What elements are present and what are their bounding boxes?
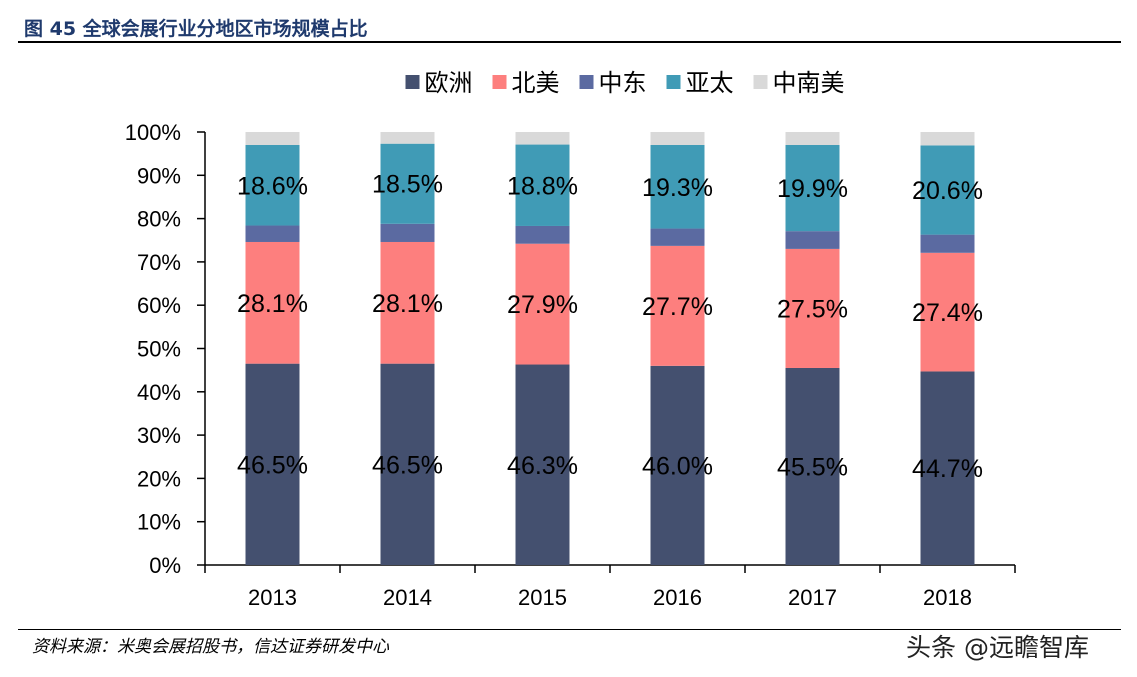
bar-segment xyxy=(785,367,840,565)
data-label: 28.1% xyxy=(237,290,308,318)
y-tick-label: 40% xyxy=(137,380,181,405)
data-label: 44.7% xyxy=(912,455,983,483)
x-tick-label: 2015 xyxy=(518,585,567,610)
bar-segment xyxy=(380,241,435,364)
source-rule xyxy=(18,629,1121,630)
y-tick-label: 0% xyxy=(149,553,181,578)
legend-swatch xyxy=(753,75,768,89)
data-label: 27.7% xyxy=(642,293,713,321)
legend-swatch xyxy=(666,75,681,89)
bar-segment xyxy=(920,234,975,253)
bar-segment xyxy=(650,365,705,565)
data-label: 27.4% xyxy=(912,299,983,327)
chart-data-labels: 46.5% 28.1% 18.6% 46.5% 28.1% 18.5% 46.3% 27.9%… xyxy=(237,171,983,483)
data-label: 46.5% xyxy=(372,451,443,479)
bar-segment xyxy=(515,243,570,365)
chart-legend: 欧洲 北美 中东 亚太 中南美 xyxy=(405,69,845,97)
bar-segment xyxy=(515,144,570,226)
data-label: 19.9% xyxy=(777,175,848,203)
bar-segment xyxy=(920,252,975,372)
data-label: 18.6% xyxy=(237,172,308,200)
bar-segment xyxy=(380,132,435,144)
chart-axes: 0% 10% 20% 30% 40% 50% 60% 70% 80% 90% 100% 2013 201… xyxy=(125,120,1016,610)
data-label: 28.1% xyxy=(372,290,443,318)
bar-segment xyxy=(245,363,300,565)
bar-segment xyxy=(920,132,975,146)
x-tick-label: 2014 xyxy=(383,585,432,610)
legend-label: 中东 xyxy=(599,69,647,97)
data-label: 46.5% xyxy=(237,451,308,479)
bar-segment xyxy=(380,223,435,242)
legend-label: 欧洲 xyxy=(425,69,473,97)
data-label: 18.5% xyxy=(372,171,443,199)
bar-segment xyxy=(515,225,570,244)
x-tick-label: 2017 xyxy=(788,585,837,610)
bar-segment xyxy=(515,132,570,145)
y-tick-label: 90% xyxy=(137,163,181,188)
data-label: 46.3% xyxy=(507,452,578,480)
bar-segment xyxy=(245,144,300,226)
x-tick-label: 2016 xyxy=(653,585,702,610)
y-tick-label: 50% xyxy=(137,337,181,362)
x-tick-label: 2018 xyxy=(923,585,972,610)
data-label: 46.0% xyxy=(642,452,713,480)
y-tick-label: 30% xyxy=(137,423,181,448)
data-label: 20.6% xyxy=(912,177,983,205)
bar-segment xyxy=(515,364,570,565)
legend-label: 亚太 xyxy=(686,69,734,97)
bar-segment xyxy=(785,144,840,232)
data-label: 45.5% xyxy=(777,453,848,481)
bar-segment xyxy=(380,143,435,224)
bar-segment xyxy=(920,371,975,565)
data-label: 18.8% xyxy=(507,172,578,200)
x-tick-label: 2013 xyxy=(248,585,297,610)
bar-segment xyxy=(245,241,300,364)
legend-swatch xyxy=(405,75,420,89)
bar-segment xyxy=(650,228,705,246)
y-tick-label: 20% xyxy=(137,466,181,491)
title-rule xyxy=(18,41,1121,43)
source-note: 资料来源：米奥会展招股书，信达证券研发中心 xyxy=(32,637,389,657)
y-tick-label: 80% xyxy=(137,207,181,232)
legend-swatch xyxy=(579,75,594,89)
bar-segment xyxy=(785,132,840,145)
bar-segment xyxy=(785,248,840,368)
figure-title: 图 45 全球会展行业分地区市场规模占比 xyxy=(24,18,368,40)
data-label: 27.5% xyxy=(777,295,848,323)
y-tick-label: 70% xyxy=(137,250,181,275)
bar-segment xyxy=(785,231,840,249)
legend-label: 北美 xyxy=(512,69,560,97)
data-label: 19.3% xyxy=(642,174,713,202)
bar-segment xyxy=(245,132,300,145)
y-tick-label: 100% xyxy=(125,120,181,145)
bar-segment xyxy=(920,145,975,235)
bar-segment xyxy=(650,132,705,145)
y-tick-label: 60% xyxy=(137,293,181,318)
watermark: 头条 @远瞻智库 xyxy=(906,633,1089,662)
bar-segment xyxy=(650,144,705,229)
legend-label: 中南美 xyxy=(773,69,845,97)
bar-segment xyxy=(245,225,300,242)
bar-segment xyxy=(380,363,435,565)
bar-segment xyxy=(650,245,705,366)
data-label: 27.9% xyxy=(507,291,578,319)
chart-bars xyxy=(245,132,975,565)
legend-swatch xyxy=(492,75,507,89)
y-tick-label: 10% xyxy=(137,510,181,535)
